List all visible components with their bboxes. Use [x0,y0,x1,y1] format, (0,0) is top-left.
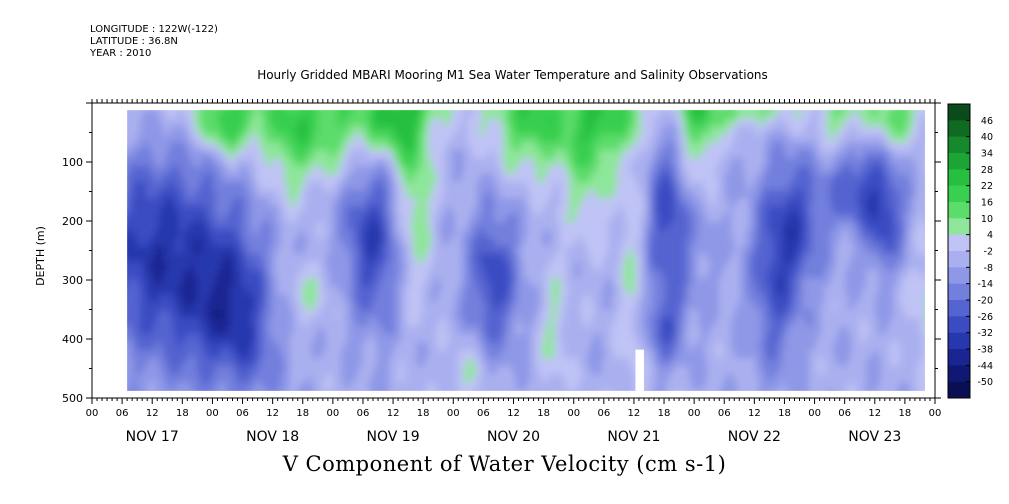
x-day-label: NOV 20 [487,429,540,445]
x-tick-label: 00 [929,408,942,419]
colorbar-swatch [948,267,970,284]
y-axis-label: DEPTH (m) [34,226,47,286]
x-tick-label: 18 [296,408,309,419]
colorbar-swatch [948,104,970,121]
colorbar-label: 4 [987,230,993,241]
x-tick-label: 06 [597,408,610,419]
x-day-label: NOV 17 [126,429,179,445]
x-tick-label: 12 [266,408,279,419]
x-tick-label: 06 [116,408,129,419]
longitude-label: LONGITUDE : 122W(-122) [90,24,218,35]
x-tick-label: 12 [387,408,400,419]
x-tick-label: 12 [507,408,520,419]
x-tick-label: 00 [808,408,821,419]
colorbar-label: -50 [977,377,993,388]
colorbar-label: -26 [977,312,993,323]
colorbar-label: -20 [977,296,993,307]
colorbar-swatch [948,332,970,350]
colorbar-label: 28 [981,165,993,176]
footer-title: V Component of Water Velocity (cm s-1) [282,452,727,476]
colorbar-label: 10 [981,214,993,225]
x-tick-label: 18 [899,408,912,419]
x-tick-label: 00 [206,408,219,419]
colorbar-swatch [948,153,970,170]
colorbar-swatch [948,365,970,382]
x-tick-label: 06 [838,408,851,419]
colorbar-swatch [948,349,970,366]
y-tick-label: 100 [62,156,83,169]
x-tick-label: 06 [718,408,731,419]
x-tick-label: 18 [658,408,671,419]
x-tick-label: 18 [417,408,430,419]
missing-data-gap [635,349,644,391]
colorbar-swatch [948,316,970,333]
colorbar-label: 34 [981,149,993,160]
x-tick-label: 00 [86,408,99,419]
colorbar: 46 40 34 28 22 16 10 4 -2 -8 -14 -20 -26 -32 -38 -44 -50 [947,103,993,399]
chart-title: Hourly Gridded MBARI Mooring M1 Sea Wate… [257,68,768,82]
x-tick-label: 00 [567,408,580,419]
x-day-label: NOV 19 [367,429,420,445]
x-tick-label: 00 [326,408,339,419]
x-tick-label: 18 [176,408,189,419]
x-tick-label: 06 [236,408,249,419]
colorbar-swatch [948,381,970,399]
colorbar-swatch [948,251,970,268]
y-tick-label: 400 [62,333,83,346]
colorbar-swatch [948,218,970,235]
colorbar-label: 22 [981,181,993,192]
x-tick-label: 12 [628,408,641,419]
x-day-label: NOV 18 [246,429,299,445]
x-day-label: NOV 22 [728,429,781,445]
x-tick-label: 00 [447,408,460,419]
x-day-label: NOV 23 [848,429,901,445]
colorbar-label: -2 [984,247,993,258]
x-tick-label: 00 [688,408,701,419]
y-tick-label: 500 [62,392,83,405]
x-tick-label: 12 [748,408,761,419]
colorbar-swatch [948,169,970,186]
colorbar-label: -38 [977,345,993,356]
y-tick-label: 200 [62,215,83,228]
latitude-label: LATITUDE : 36.8N [90,36,178,47]
colorbar-label: -44 [977,361,993,372]
colorbar-label: 40 [981,132,993,143]
colorbar-swatch [948,283,970,301]
colorbar-swatch [948,185,970,203]
x-day-label: NOV 21 [607,429,660,445]
x-tick-label: 12 [146,408,159,419]
colorbar-label: 46 [981,116,993,127]
x-tick-label: 06 [357,408,370,419]
x-tick-label: 18 [778,408,791,419]
y-tick-label: 300 [62,274,83,287]
year-label: YEAR : 2010 [90,48,152,59]
x-tick-label: 18 [537,408,550,419]
x-tick-label: 06 [477,408,490,419]
colorbar-swatch [948,120,970,137]
colorbar-label: -32 [977,328,993,339]
colorbar-swatch [948,234,970,252]
x-tick-label: 12 [868,408,881,419]
colorbar-label: -8 [984,263,993,274]
colorbar-swatch [948,300,970,317]
heatmap-field [127,110,925,391]
colorbar-label: 16 [981,198,993,209]
colorbar-swatch [948,202,970,219]
colorbar-label: -14 [977,279,993,290]
colorbar-swatch [948,136,970,154]
